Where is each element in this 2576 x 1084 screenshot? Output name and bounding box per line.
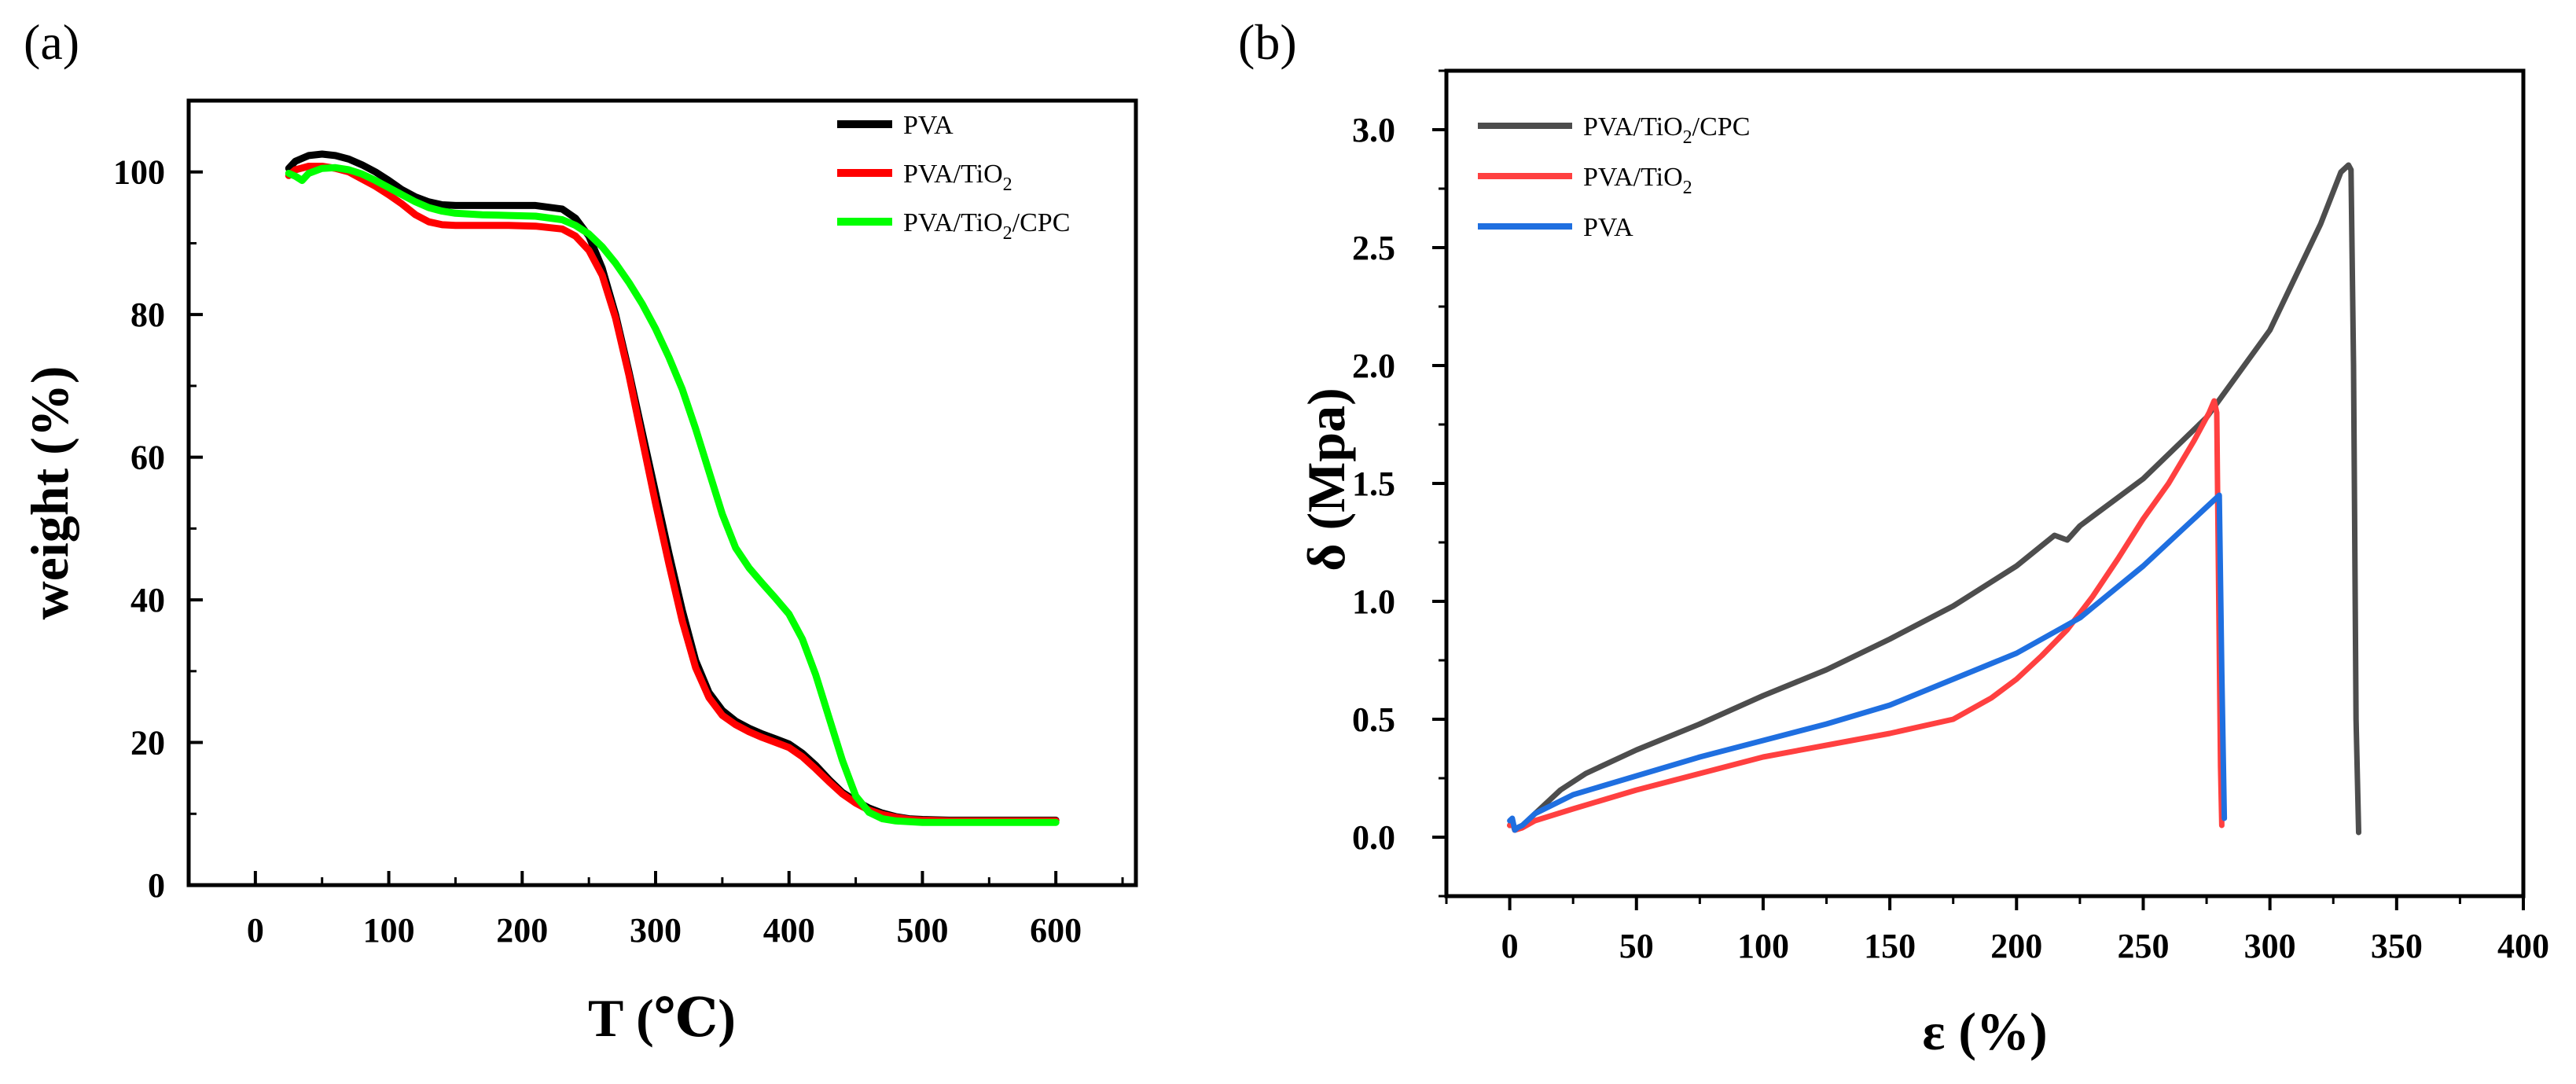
plot-b-ytick-label: 2.0: [1352, 347, 1395, 385]
plot-b-series-line: [1507, 492, 2228, 833]
plot-a-xtick-label: 400: [763, 911, 815, 950]
plot-a-ticks: 0 100 200 300 400 500 600 0 20 40 60 80 100: [113, 99, 1124, 950]
plot-b-xtick-label: 250: [2117, 927, 2169, 965]
plot-a-ylabel: weight (%): [20, 366, 79, 620]
plot-b-legend-label: PVA/TiO2: [1583, 163, 1692, 198]
plot-b-xtick-label: 0: [1501, 927, 1519, 965]
panel-b-label: (b): [1238, 14, 1297, 70]
plot-b-series-line: [1507, 398, 2225, 833]
plot-b-ytick-label: 1.5: [1352, 465, 1395, 503]
plot-b-series: [1507, 162, 2361, 836]
plot-b-xtick-label: 50: [1619, 927, 1654, 965]
plot-a-series-line: [285, 164, 1060, 826]
panel-b: (b) 0 50 100 150 200 250 300 350 400 0.0 0.5 1.0 1.5…: [1238, 14, 2549, 1061]
plot-b-xtick-label: 350: [2371, 927, 2423, 965]
plot-a-series-line: [285, 163, 1060, 825]
plot-b-ytick-label: 1.0: [1352, 582, 1395, 621]
plot-a-ytick-label: 60: [130, 439, 165, 477]
plot-a-xtick-label: 500: [896, 911, 948, 950]
plot-a-ytick-label: 0: [148, 866, 165, 905]
plot-a-legend-label: PVA/TiO2: [903, 160, 1012, 195]
plot-a-series: [285, 150, 1060, 826]
plot-a-legend-label: PVA/TiO2/CPC: [903, 208, 1070, 244]
panel-a-label: (a): [24, 14, 79, 70]
plot-b-ytick-label: 3.0: [1352, 111, 1395, 149]
plot-a-ytick-label: 20: [130, 724, 165, 762]
plot-b-legend-label: PVA/TiO2/CPC: [1583, 112, 1750, 148]
plot-b-legend: PVA/TiO2/CPC PVA/TiO2 PVA: [1478, 112, 1750, 242]
plot-a-xtick-label: 100: [363, 911, 415, 950]
plot-b-series-line: [1507, 162, 2361, 836]
plot-b-frame: [1444, 68, 2526, 898]
plot-a-legend-label: PVA: [903, 111, 954, 140]
plot-b-ytick-label: 2.5: [1352, 229, 1395, 267]
plot-a-xtick-label: 0: [247, 911, 264, 950]
plot-b-xtick-label: 300: [2244, 927, 2296, 965]
plot-b-ytick-label: 0.5: [1352, 700, 1395, 739]
plot-b-ytick-label: 0.0: [1352, 818, 1395, 857]
plot-b-xtick-label: 400: [2497, 927, 2549, 965]
plot-b-ylabel: δ (Mpa): [1296, 388, 1356, 571]
plot-b-xtick-label: 200: [1990, 927, 2042, 965]
plot-a-ytick-label: 40: [130, 581, 165, 619]
plot-a-xtick-label: 300: [630, 911, 682, 950]
plot-a-xlabel: T (℃): [588, 988, 736, 1048]
plot-b-xtick-label: 150: [1864, 927, 1916, 965]
panel-a: (a) 0 100 200 300 400 500 600 0 20 40 60 80 100 T (℃…: [20, 14, 1138, 1048]
plot-b-ticks: 0 50 100 150 200 250 300 350 400 0.0 0.5 1.0 1.5 2.0 2…: [1352, 69, 2549, 965]
plot-a-ytick-label: 100: [113, 153, 165, 192]
plot-a-ytick-label: 80: [130, 296, 165, 334]
plot-b-xlabel: ε (%): [1922, 1001, 2047, 1061]
plot-a-frame: [186, 98, 1138, 887]
plot-a-xtick-label: 200: [496, 911, 548, 950]
plot-a-series-line: [285, 150, 1060, 824]
plot-a-xtick-label: 600: [1030, 911, 1082, 950]
plot-a-legend: PVA PVA/TiO2 PVA/TiO2/CPC: [837, 111, 1070, 244]
plot-b-legend-label: PVA: [1583, 213, 1633, 242]
plot-b-xtick-label: 100: [1737, 927, 1789, 965]
